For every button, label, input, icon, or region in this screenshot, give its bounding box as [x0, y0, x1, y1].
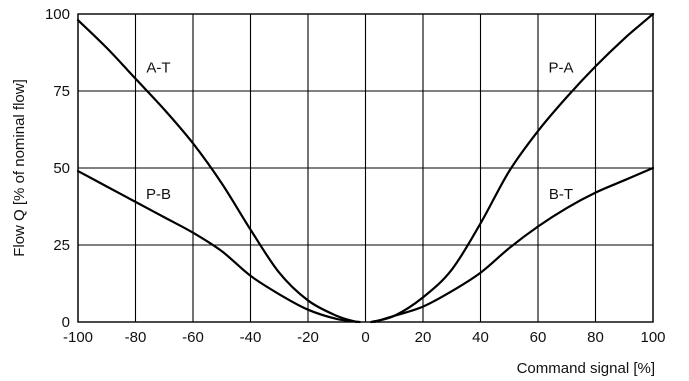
curve-label: P-B	[146, 186, 171, 203]
x-tick-label: -60	[182, 329, 204, 346]
x-tick-label: 80	[587, 329, 604, 346]
x-axis-label: Command signal [%]	[517, 360, 655, 377]
x-tick-label: 20	[415, 329, 432, 346]
x-tick-label: 0	[361, 329, 369, 346]
curve-label: B-T	[549, 186, 573, 203]
curve-b-t	[373, 166, 655, 324]
x-tick-label: -20	[297, 329, 319, 346]
curve-labels: A-T P-B P-A B-T	[146, 60, 574, 203]
curve-p-a	[370, 12, 655, 324]
y-tick-label: 0	[62, 314, 70, 331]
y-tick-labels: 0 25 50 75 100	[45, 6, 70, 331]
y-tick-label: 25	[53, 237, 70, 254]
y-tick-label: 100	[45, 6, 70, 23]
curve-a-t	[76, 19, 358, 324]
y-axis-label: Flow Q [% of nominal flow]	[11, 79, 28, 257]
curve-p-b	[76, 169, 361, 324]
x-tick-labels: -100 -80 -60 -40 -20 0 20 40 60 80 100	[63, 329, 666, 346]
y-tick-label: 75	[53, 83, 70, 100]
y-tick-label: 50	[53, 160, 70, 177]
x-tick-label: 40	[472, 329, 489, 346]
x-tick-label: 60	[530, 329, 547, 346]
curves	[76, 12, 655, 324]
x-tick-label: -40	[240, 329, 262, 346]
curve-label: P-A	[548, 60, 573, 77]
x-tick-label: 100	[640, 329, 665, 346]
curve-label: A-T	[146, 60, 170, 77]
x-tick-label: -80	[125, 329, 147, 346]
x-tick-label: -100	[63, 329, 93, 346]
